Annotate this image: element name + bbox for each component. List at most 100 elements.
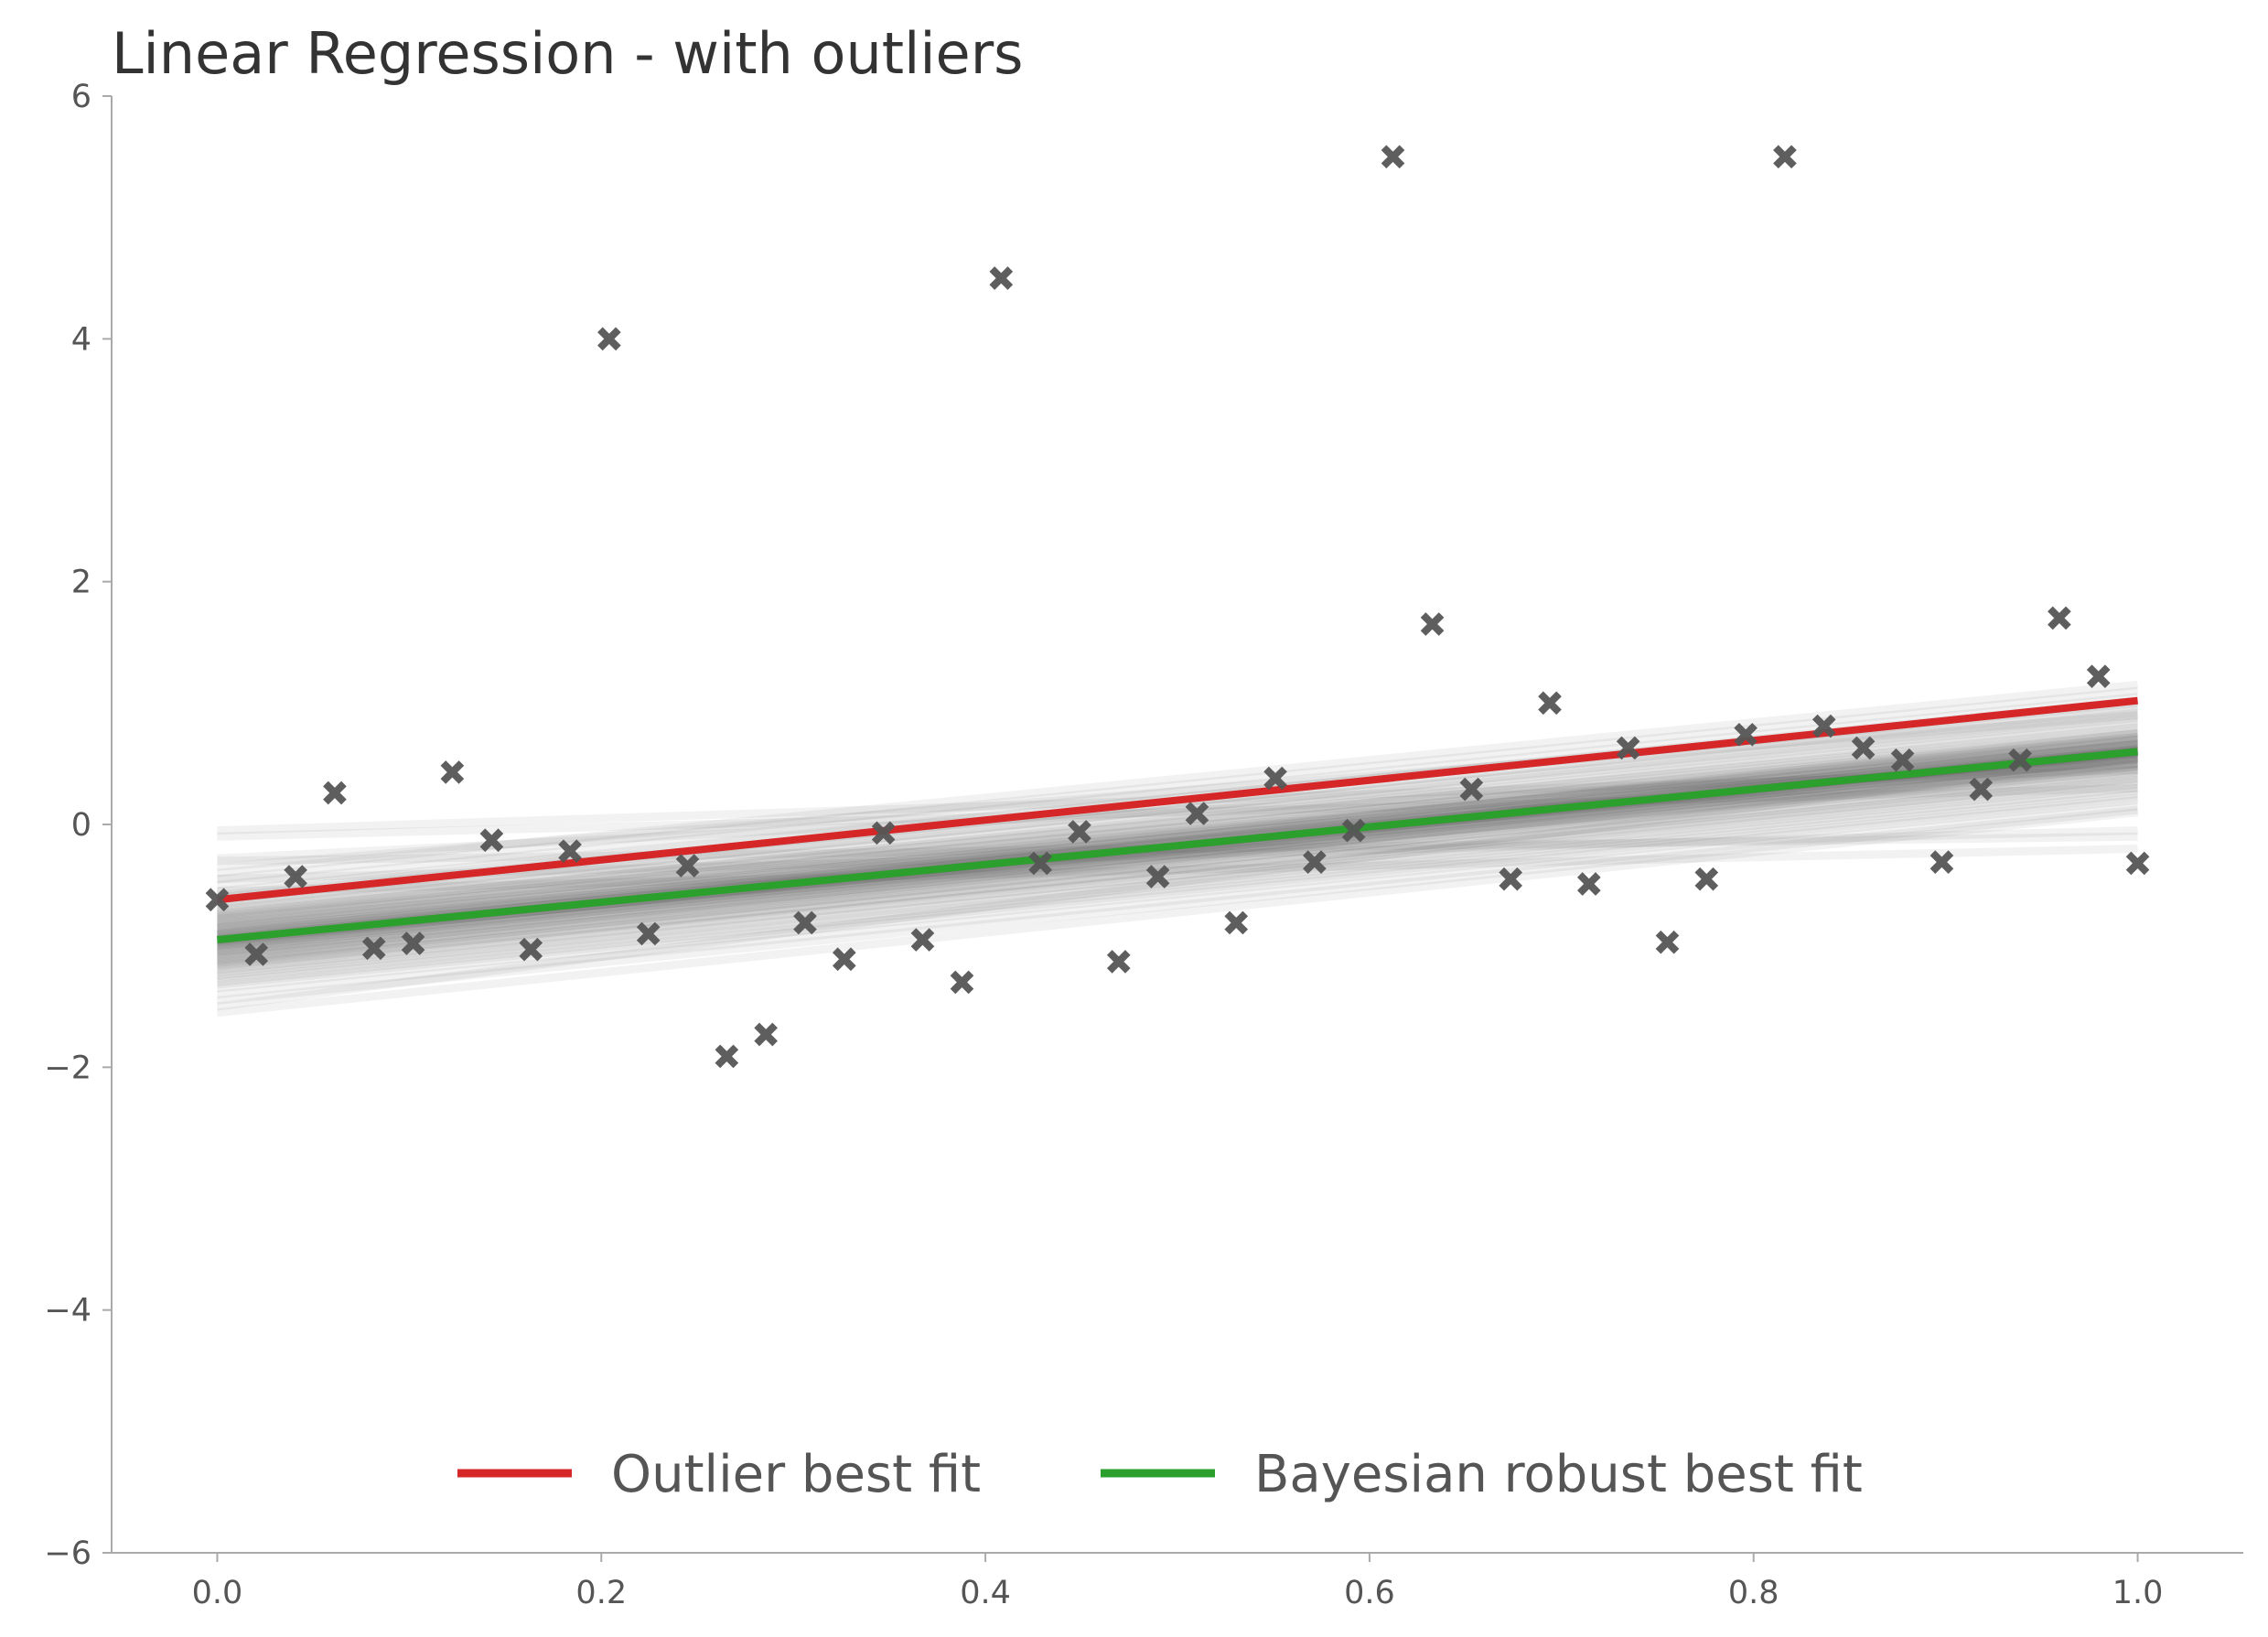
data-point <box>2008 748 2032 772</box>
data-point <box>1381 145 1405 169</box>
posterior-sample-line <box>217 783 2138 841</box>
posterior-sample-line <box>217 713 2138 911</box>
data-point <box>910 928 935 952</box>
posterior-sample-line <box>216 754 2139 959</box>
posterior-sample-line <box>217 727 2138 918</box>
posterior-sample-line <box>217 745 2138 927</box>
posterior-sample-line <box>217 757 2138 953</box>
posterior-sample-line <box>217 761 2138 960</box>
data-point <box>1773 145 1797 169</box>
data-point <box>1420 612 1445 636</box>
data-point <box>1929 850 1954 874</box>
posterior-sample-line <box>217 753 2138 951</box>
legend: Outlier best fit Bayesian robust best fit <box>457 1445 1863 1504</box>
data-point <box>675 854 700 878</box>
y-tick-label: −6 <box>44 1535 91 1572</box>
data-point <box>2086 664 2111 688</box>
data-point <box>754 1022 778 1047</box>
data-point <box>1185 802 1209 825</box>
posterior-sample-line <box>217 719 2138 919</box>
data-point <box>244 942 269 966</box>
posterior-sample-line <box>217 733 2138 929</box>
posterior-sample-line <box>216 758 2139 964</box>
posterior-sample-line <box>217 708 2138 910</box>
axes: 0.0 0.2 0.4 0.6 0.8 1.0 −6 −4 −2 0 2 4 6 <box>44 79 2243 1611</box>
posterior-sample-line <box>216 752 2139 958</box>
data-point <box>1734 722 1757 747</box>
posterior-sample-line <box>217 775 2138 970</box>
posterior-sample-line <box>217 742 2138 931</box>
data-point <box>715 1044 739 1069</box>
legend-label-outlier: Outlier best fit <box>611 1445 981 1504</box>
data-point <box>440 760 465 784</box>
data-point <box>323 781 347 805</box>
posterior-sample-line <box>217 735 2138 932</box>
data-point <box>1263 766 1287 791</box>
data-point <box>1068 820 1091 844</box>
data-point <box>401 932 425 955</box>
data-point <box>1459 777 1484 802</box>
data-point <box>479 828 504 853</box>
posterior-sample-line <box>217 759 2138 956</box>
data-point <box>1616 736 1640 760</box>
posterior-sample-line <box>217 802 2138 999</box>
posterior-sample-line <box>217 826 2138 884</box>
y-tick-label: −4 <box>44 1293 91 1330</box>
posterior-sample-line <box>216 753 2139 965</box>
posterior-sample-line <box>217 729 2138 926</box>
data-point <box>793 910 817 935</box>
posterior-sample-line <box>217 738 2138 936</box>
chart-title: Linear Regression - with outliers <box>112 20 1023 87</box>
data-point <box>361 936 386 961</box>
legend-label-bayesian: Bayesian robust best fit <box>1254 1445 1863 1504</box>
data-point <box>1303 850 1327 874</box>
posterior-sample-line <box>217 711 2138 908</box>
data-point <box>519 937 543 962</box>
x-tick-label: 0.4 <box>960 1575 1011 1611</box>
posterior-sample-line <box>217 845 2138 896</box>
posterior-sample-line <box>216 753 2139 1011</box>
data-point <box>1890 748 1915 772</box>
y-tick-label: 6 <box>71 79 91 115</box>
posterior-sample-line <box>217 739 2138 923</box>
posterior-sample-line <box>216 808 2139 1018</box>
data-point <box>1811 714 1836 738</box>
posterior-sample-line <box>217 736 2138 925</box>
posterior-sample-line <box>216 767 2139 971</box>
data-point <box>1224 910 1249 935</box>
posterior-sample-line <box>216 760 2139 967</box>
posterior-sample-line <box>217 723 2138 920</box>
data-point <box>1145 865 1170 889</box>
data-point <box>205 888 230 912</box>
data-point <box>950 970 974 995</box>
data-point <box>1106 950 1131 974</box>
x-tick-label: 1.0 <box>2112 1575 2164 1611</box>
data-point <box>832 947 856 972</box>
data-point <box>1851 736 1876 760</box>
posterior-sample-line <box>217 741 2138 938</box>
data-point <box>558 839 582 864</box>
data-point <box>989 266 1014 290</box>
posterior-sample-line <box>216 733 2139 938</box>
data-point <box>1341 818 1366 843</box>
x-tick-label: 0.6 <box>1344 1575 1395 1611</box>
data-points <box>205 145 2150 1069</box>
data-point <box>1694 867 1719 891</box>
posterior-sample-line <box>217 734 2138 921</box>
posterior-sample-line <box>217 805 2138 1005</box>
x-tick-label: 0.8 <box>1728 1575 1779 1611</box>
posterior-sample-line <box>217 731 2138 922</box>
posterior-sample-line <box>217 761 2138 951</box>
posterior-sample-line <box>216 749 2139 962</box>
data-point <box>1028 851 1052 876</box>
data-point <box>636 921 661 946</box>
data-point <box>2048 606 2071 630</box>
posterior-sample-line <box>217 739 2138 930</box>
y-tick-label: 4 <box>71 321 91 358</box>
data-point <box>1655 930 1680 954</box>
posterior-sample-line <box>217 786 2138 985</box>
y-tick-label: 2 <box>71 565 91 601</box>
y-tick-label: −2 <box>44 1050 91 1086</box>
